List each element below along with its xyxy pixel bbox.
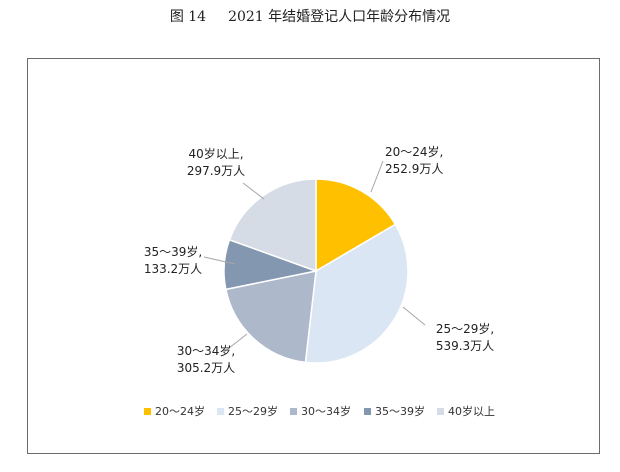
chart-frame: 20～24岁, 252.9万人 25～29岁, 539.3万人 30～34岁, 305.2…	[27, 58, 600, 454]
data-label-5: 40岁以上, 297.9万人	[187, 146, 245, 178]
data-label-4: 35～39岁, 133.2万人	[144, 244, 202, 276]
leader-line-5	[242, 182, 265, 200]
legend-label-1: 20～24岁	[155, 404, 205, 418]
legend-swatch-3	[290, 408, 297, 415]
figure-title: 2021 年结婚登记人口年龄分布情况	[228, 9, 451, 25]
data-label-2: 25～29岁, 539.3万人	[436, 321, 494, 353]
legend-label-3: 30～34岁	[301, 404, 351, 418]
legend-label-2: 25～29岁	[228, 404, 278, 418]
data-label-3: 30～34岁, 305.2万人	[177, 343, 235, 375]
legend-swatch-1	[144, 408, 151, 415]
leader-line-4	[203, 256, 236, 265]
legend-label-4: 35～39岁	[375, 404, 425, 418]
legend-swatch-2	[217, 408, 224, 415]
leader-line-2	[402, 306, 426, 326]
data-label-1: 20～24岁, 252.9万人	[385, 144, 443, 176]
pie-slice-1	[315, 178, 397, 273]
figure-number: 图 14	[169, 9, 207, 25]
pie-slice-2	[304, 223, 409, 364]
pie-slice-5	[228, 178, 317, 273]
legend-swatch-4	[364, 408, 371, 415]
legend-swatch-5	[437, 408, 444, 415]
legend-label-5: 40岁以上	[448, 404, 495, 418]
leader-line-3	[223, 333, 248, 353]
pie-chart: 20～24岁, 252.9万人 25～29岁, 539.3万人 30～34岁, 305.2…	[144, 144, 495, 418]
figure-caption: 图 14 2021 年结婚登记人口年龄分布情况	[0, 6, 620, 26]
pie-slice-3	[224, 270, 317, 364]
leader-line-1	[370, 160, 384, 193]
